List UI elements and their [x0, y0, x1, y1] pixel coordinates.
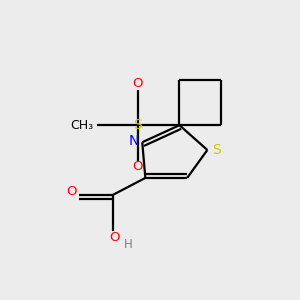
Text: O: O — [132, 160, 143, 173]
Text: O: O — [132, 77, 143, 91]
Text: O: O — [109, 231, 120, 244]
Text: CH₃: CH₃ — [70, 119, 94, 132]
Text: N: N — [128, 134, 139, 148]
Text: H: H — [124, 238, 133, 251]
Text: O: O — [67, 185, 77, 198]
Text: S: S — [212, 143, 220, 157]
Text: S: S — [133, 118, 142, 132]
